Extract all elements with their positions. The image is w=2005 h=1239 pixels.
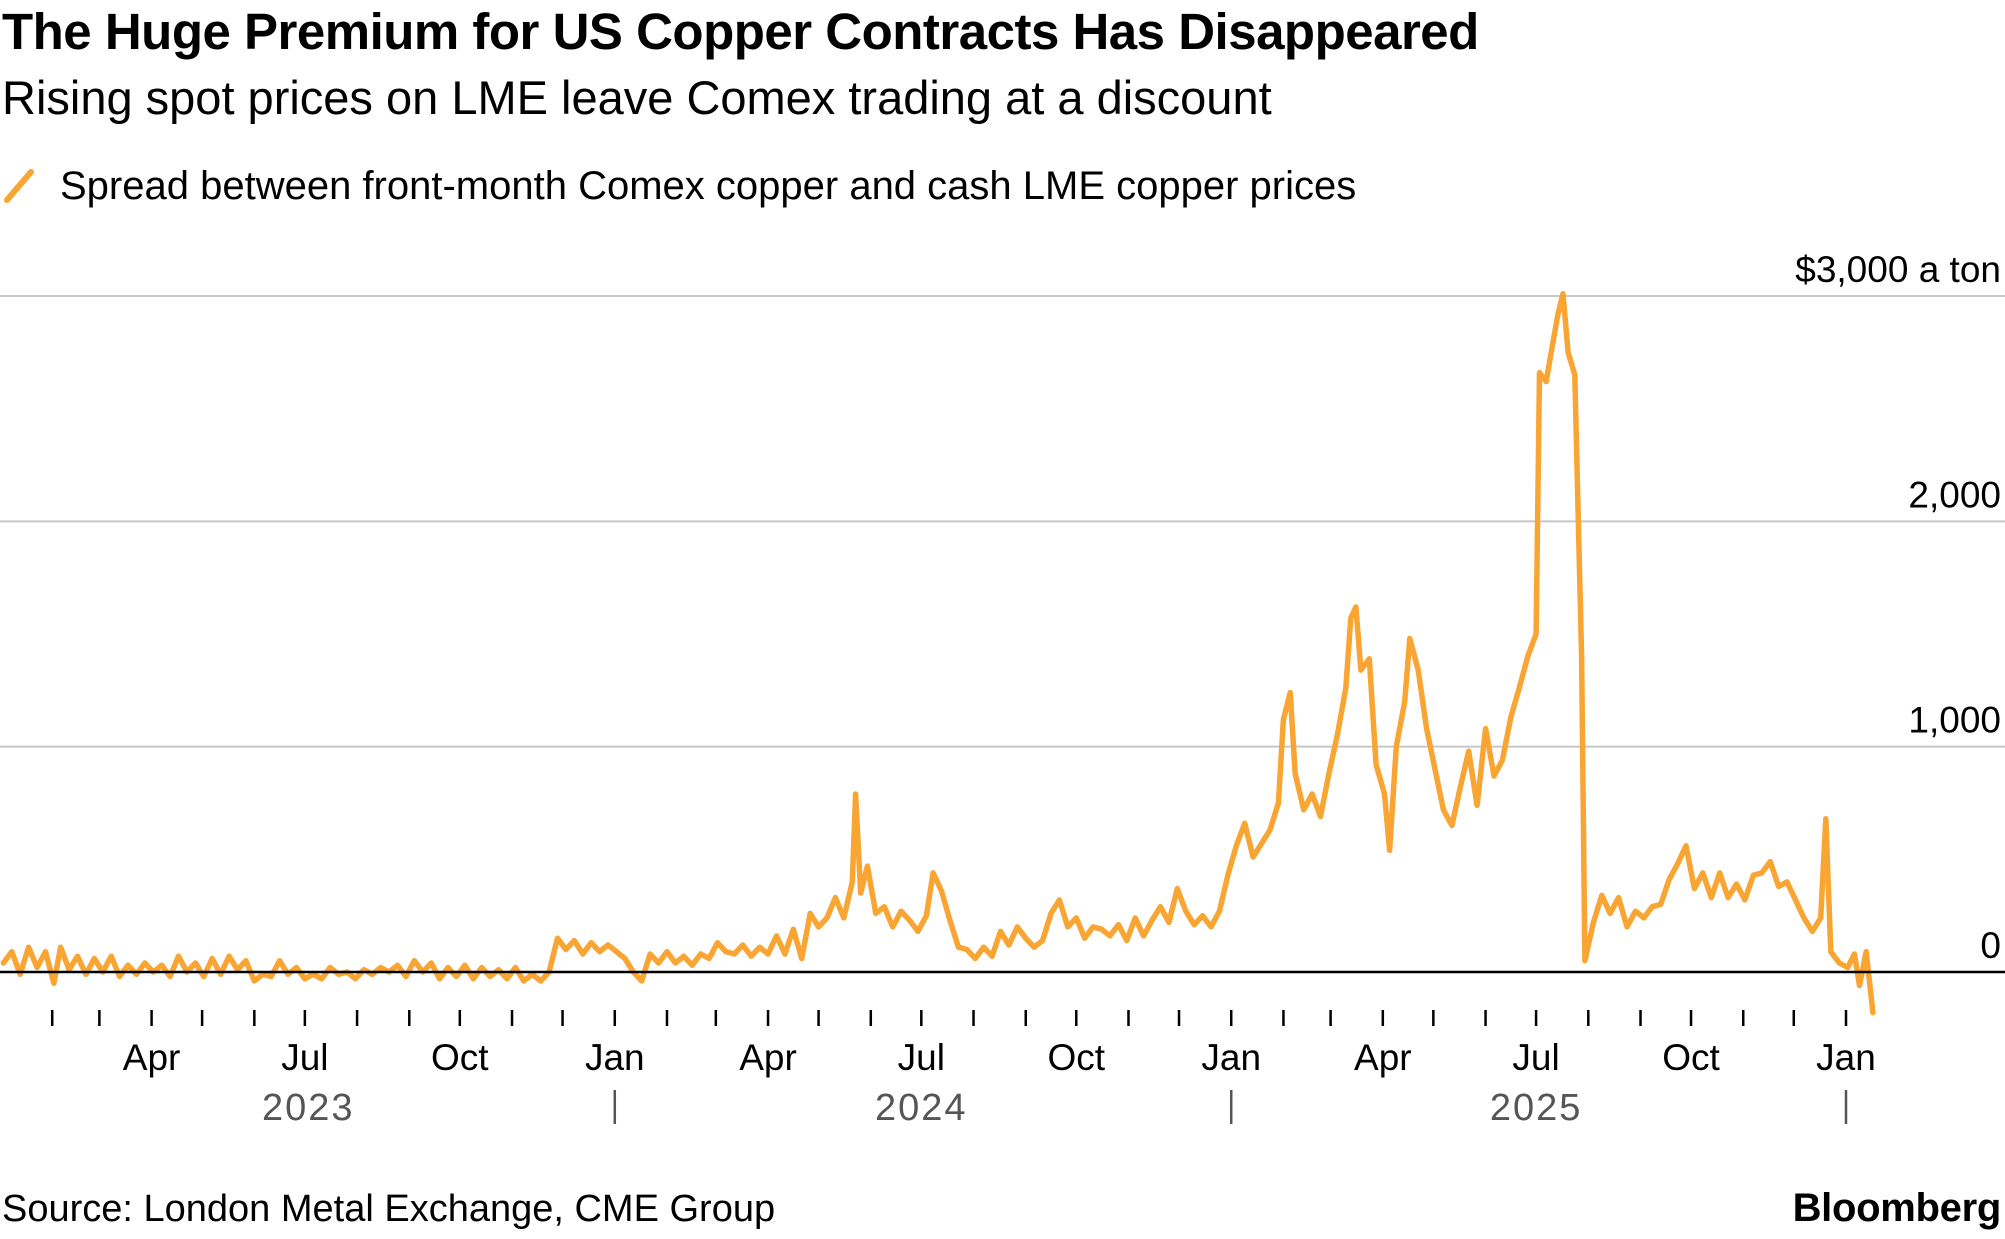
source-note: Source: London Metal Exchange, CME Group [2, 1188, 776, 1230]
x-tick-label: Jan [585, 1037, 645, 1078]
x-tick-label: Apr [1354, 1037, 1412, 1078]
chart-subtitle: Rising spot prices on LME leave Comex tr… [2, 71, 1272, 124]
x-year-label: 2025 [1490, 1087, 1583, 1129]
y-tick-label: $3,000 a ton [1795, 249, 2001, 290]
y-tick-label: 1,000 [1908, 700, 2001, 741]
x-tick-label: Jul [281, 1037, 328, 1078]
legend: Spread between front-month Comex copper … [2, 160, 1356, 212]
x-year-label: 2023 [262, 1087, 355, 1129]
series-line-spread [0, 290, 1876, 1016]
chart-title: The Huge Premium for US Copper Contracts… [2, 3, 1479, 60]
x-tick-label: Oct [1047, 1037, 1105, 1078]
x-tick-label: Jan [1816, 1037, 1876, 1078]
x-tick-label: Oct [431, 1037, 489, 1078]
y-axis-labels: 0 1,000 2,000 $3,000 a ton [1795, 249, 2001, 966]
x-tick-label: Apr [739, 1037, 797, 1078]
x-tick-label: Jan [1201, 1037, 1261, 1078]
x-tick-label: Jul [898, 1037, 945, 1078]
x-tick-label: Jul [1512, 1037, 1559, 1078]
x-tick-label: Apr [123, 1037, 181, 1078]
x-year-label: 2024 [875, 1087, 968, 1129]
series-layer [0, 290, 2005, 1016]
y-tick-label: 2,000 [1908, 474, 2001, 515]
y-tick-label: 0 [1980, 925, 2001, 966]
legend-line-icon [2, 164, 36, 208]
line-chart: 0 1,000 2,000 $3,000 a ton Apr Jul Oct Jan Apr J… [0, 249, 2005, 1129]
legend-label: Spread between front-month Comex copper … [60, 163, 1357, 208]
x-axis: Apr Jul Oct Jan Apr Jul Oct Jan Apr Jul Oct Jan 2023… [50, 1010, 1876, 1129]
x-tick-label: Oct [1662, 1037, 1720, 1078]
bloomberg-logo: Bloomberg [1792, 1186, 2002, 1230]
gridlines [0, 295, 2005, 748]
